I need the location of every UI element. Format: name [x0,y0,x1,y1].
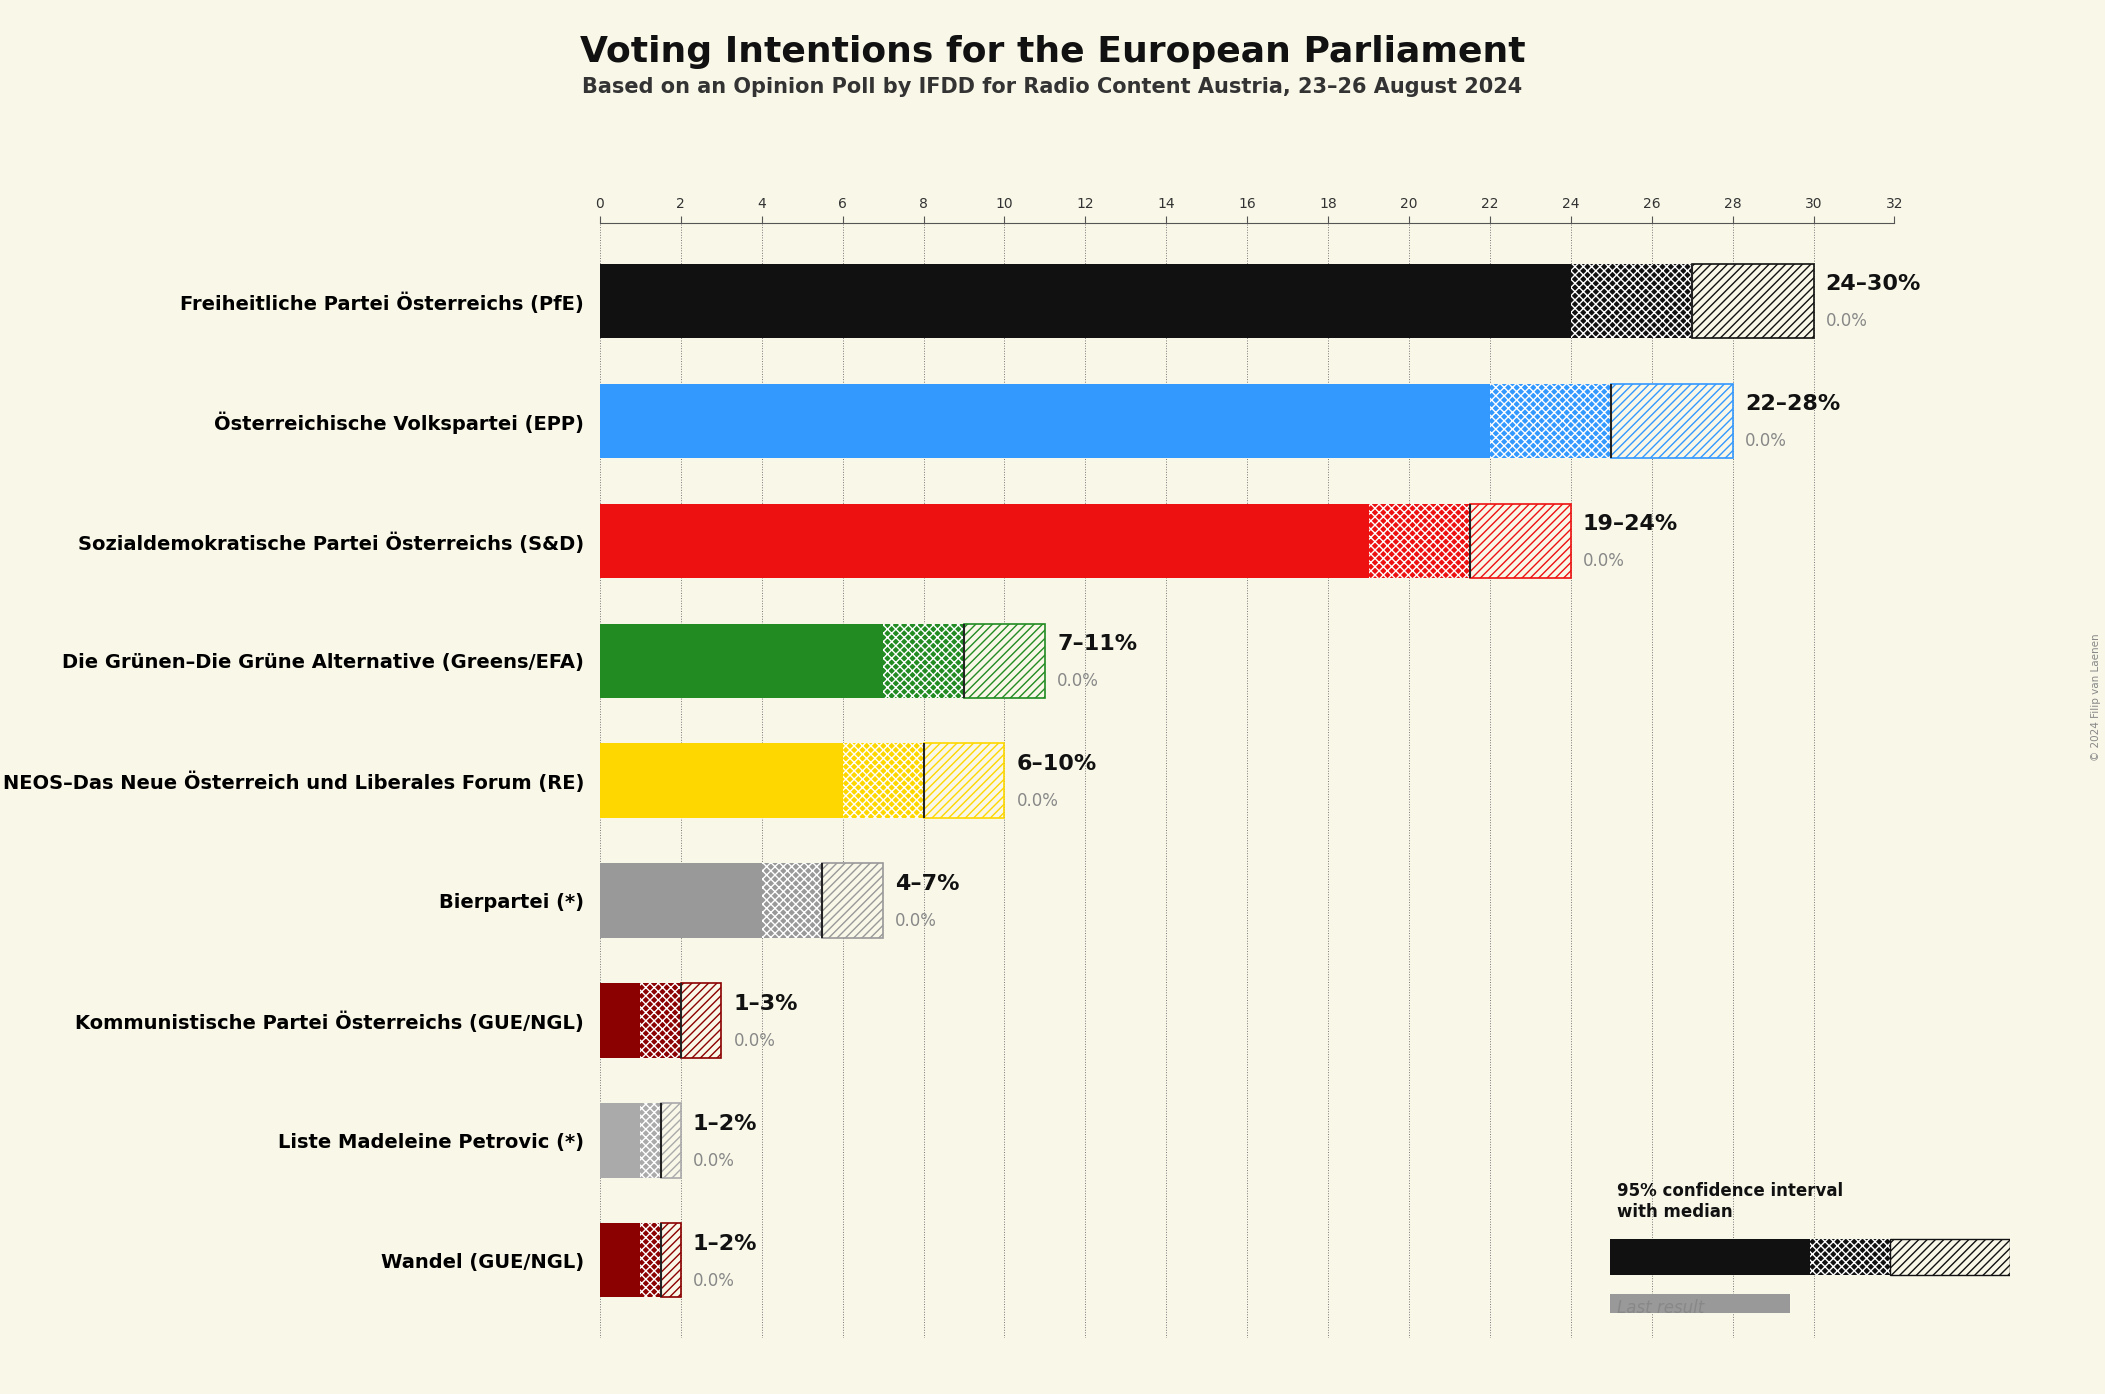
Text: 0.0%: 0.0% [1583,552,1625,570]
Bar [1368,503,1469,579]
Text: 7–11%: 7–11% [1057,634,1137,654]
Bar [1610,1239,1810,1274]
Text: 0.0%: 0.0% [1825,312,1867,330]
Text: 0.0%: 0.0% [895,912,937,930]
Bar [964,623,1044,698]
Bar [1810,1239,1890,1274]
Bar [1890,1239,2010,1274]
Bar [1570,263,1692,339]
Bar [1692,263,1815,339]
Text: 0.0%: 0.0% [733,1032,775,1050]
Text: 0.0%: 0.0% [693,1151,735,1170]
Text: Based on an Opinion Poll by IFDD for Radio Content Austria, 23–26 August 2024: Based on an Opinion Poll by IFDD for Rad… [583,77,1522,96]
Bar [600,1223,640,1298]
Bar [842,743,924,818]
Text: 4–7%: 4–7% [895,874,960,894]
Text: 1–3%: 1–3% [733,994,798,1013]
Text: 6–10%: 6–10% [1017,754,1097,774]
Bar [640,1223,661,1298]
Text: 22–28%: 22–28% [1745,395,1840,414]
Bar [884,623,964,698]
Text: 1–2%: 1–2% [693,1114,758,1133]
Bar [1610,383,1732,459]
Bar [640,983,680,1058]
Text: 0.0%: 0.0% [693,1271,735,1289]
Text: Last result: Last result [1617,1299,1703,1317]
Bar [640,1103,661,1178]
Bar [1490,383,1610,459]
Bar [661,1103,680,1178]
Bar [600,743,842,818]
Text: 0.0%: 0.0% [1017,792,1059,810]
Text: 24–30%: 24–30% [1825,275,1922,294]
Bar [680,983,722,1058]
Text: 0.0%: 0.0% [1745,432,1787,450]
Bar [600,983,640,1058]
Bar [600,863,762,938]
Text: 19–24%: 19–24% [1583,514,1678,534]
Text: Voting Intentions for the European Parliament: Voting Intentions for the European Parli… [579,35,1526,68]
Bar [600,263,1570,339]
Bar [600,623,884,698]
Bar [1610,1294,1789,1313]
Bar [1469,503,1570,579]
Bar [762,863,823,938]
Bar [600,1103,640,1178]
Bar [823,863,884,938]
Text: 95% confidence interval
with median: 95% confidence interval with median [1617,1182,1842,1221]
Bar [600,503,1368,579]
Text: 0.0%: 0.0% [1057,672,1099,690]
Bar [600,383,1490,459]
Text: © 2024 Filip van Laenen: © 2024 Filip van Laenen [2090,633,2101,761]
Bar [661,1223,680,1298]
Text: 1–2%: 1–2% [693,1234,758,1253]
Bar [924,743,1004,818]
